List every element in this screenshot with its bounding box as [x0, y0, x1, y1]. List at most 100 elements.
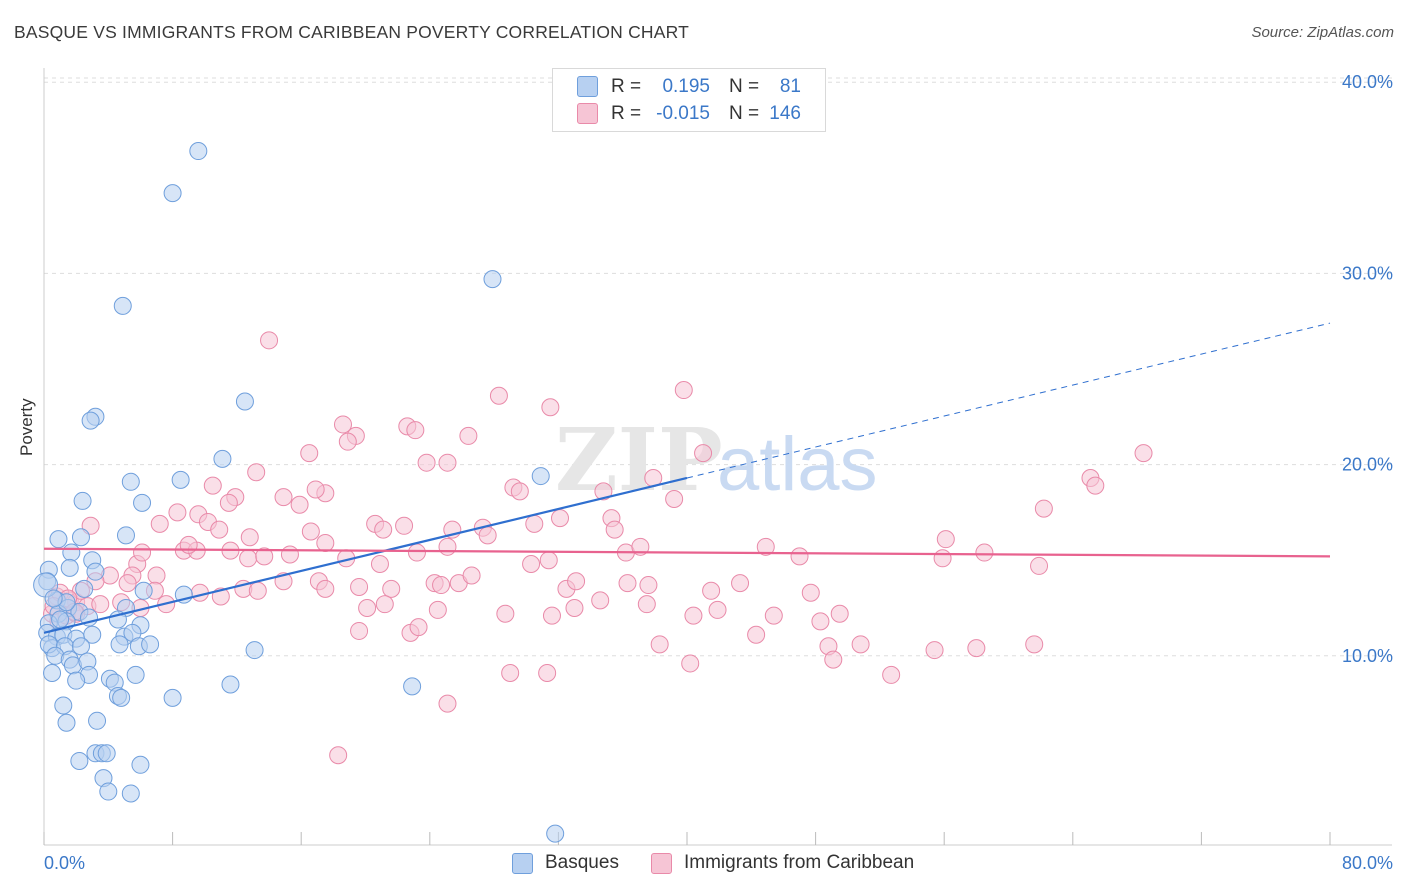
x-tick-label: 80.0%: [1342, 853, 1393, 873]
caribbean-point: [551, 509, 570, 528]
basques-point: [531, 467, 550, 486]
caribbean-point: [631, 537, 650, 556]
caribbean-point: [1025, 635, 1044, 654]
basques-point: [44, 589, 63, 608]
caribbean-point: [694, 444, 713, 463]
caribbean-point: [417, 453, 436, 472]
caribbean-point: [1034, 499, 1053, 518]
basques-point: [121, 472, 140, 491]
caribbean-point: [240, 528, 259, 547]
caribbean-point: [925, 641, 944, 660]
caribbean-point: [801, 583, 820, 602]
caribbean-point: [764, 606, 783, 625]
n-value: 146: [769, 102, 801, 124]
basques-point: [163, 688, 182, 707]
y-tick-label: 30.0%: [1342, 263, 1393, 283]
caribbean-point: [358, 599, 377, 617]
basques-point: [73, 491, 92, 510]
caribbean-point: [350, 621, 369, 640]
caribbean-point: [591, 591, 610, 610]
source-label: Source: ZipAtlas.com: [1251, 24, 1394, 41]
caribbean-point: [406, 421, 425, 440]
caribbean-point: [525, 514, 544, 533]
basques-point: [49, 530, 68, 549]
caribbean-point: [301, 522, 320, 541]
caribbean-point: [496, 604, 515, 623]
caribbean-point: [933, 549, 952, 568]
caribbean-point: [147, 566, 166, 585]
axis-layer: [43, 68, 1392, 846]
caribbean-point: [81, 516, 100, 535]
r-label: R =: [611, 75, 642, 97]
caribbean-point: [316, 579, 335, 598]
caribbean-point: [395, 516, 414, 535]
caribbean-point: [756, 537, 775, 556]
caribbean-point: [203, 476, 222, 495]
caribbean-point: [539, 551, 558, 570]
caribbean-point: [407, 543, 426, 562]
n-value: 81: [779, 75, 801, 97]
basques-point: [116, 526, 135, 545]
basques-point: [97, 744, 116, 763]
caribbean-point: [936, 530, 955, 549]
caribbean-point: [219, 493, 238, 512]
caribbean-point: [280, 545, 299, 564]
basques-point: [131, 755, 150, 774]
caribbean-point: [290, 495, 309, 514]
caribbean-point: [409, 618, 428, 637]
caribbean-point: [255, 547, 274, 566]
caribbean-point: [179, 535, 198, 554]
caribbean-point: [118, 574, 137, 593]
basques-point: [221, 675, 240, 694]
caribbean-trend-line: [43, 547, 1331, 558]
basques-point: [88, 711, 107, 730]
caribbean-point: [190, 583, 209, 602]
caribbean-point: [168, 503, 187, 522]
basques-point: [163, 184, 182, 203]
caribbean-point: [830, 604, 849, 623]
caribbean-point: [248, 581, 267, 600]
basques-point: [121, 784, 140, 803]
n-label: N =: [729, 102, 760, 124]
legend-item-basques[interactable]: Basques: [512, 852, 619, 874]
x-tick-label: 0.0%: [44, 853, 85, 873]
basques-point: [141, 635, 160, 654]
caribbean-point: [333, 415, 352, 434]
caribbean-point: [210, 520, 229, 539]
caribbean-point: [747, 625, 766, 644]
legend-row-basques: R = 0.195 N = 81: [553, 73, 825, 100]
caribbean-point: [1134, 444, 1153, 463]
caribbean-point: [1086, 476, 1105, 495]
basques-point: [99, 782, 118, 801]
basques-point: [57, 713, 76, 732]
r-label: R =: [611, 102, 642, 124]
basques-point: [51, 610, 70, 629]
basques-point: [71, 637, 90, 656]
caribbean-point: [542, 606, 561, 625]
basques-point: [546, 824, 565, 843]
caribbean-point: [91, 595, 110, 614]
caribbean-point: [150, 514, 169, 533]
basques-trend-line: [43, 476, 688, 634]
basques-point: [60, 558, 79, 577]
caribbean-point: [681, 654, 700, 673]
caribbean-point: [637, 595, 656, 614]
caribbean-point: [510, 482, 529, 501]
legend-item-caribbean[interactable]: Immigrants from Caribbean: [651, 852, 914, 874]
caribbean-point: [882, 665, 901, 684]
caribbean-point: [967, 639, 986, 658]
r-value: -0.015: [656, 102, 710, 124]
chart-title: BASQUE VS IMMIGRANTS FROM CARIBBEAN POVE…: [14, 22, 690, 42]
caribbean-point: [338, 432, 357, 451]
basques-point: [67, 671, 86, 690]
watermark: ZIP atlas: [555, 410, 878, 511]
caribbean-swatch: [651, 852, 672, 874]
legend-row-caribbean: R = -0.015 N = 146: [553, 100, 825, 127]
caribbean-point: [501, 664, 520, 683]
r-value: 0.195: [662, 75, 710, 97]
basques-point: [213, 449, 232, 468]
caribbean-point: [674, 381, 693, 400]
caribbean-point: [851, 635, 870, 654]
caribbean-point: [329, 746, 348, 765]
caribbean-point: [567, 572, 586, 591]
